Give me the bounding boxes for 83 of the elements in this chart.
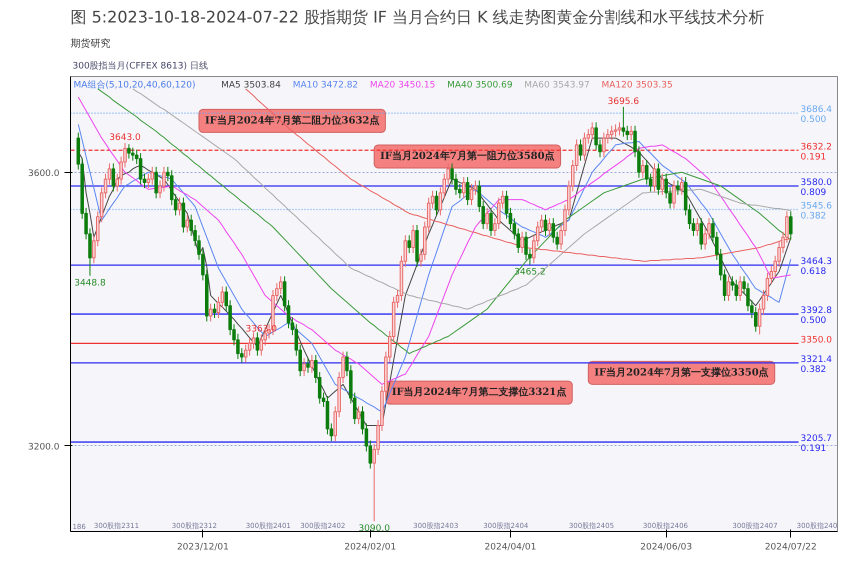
candlestick <box>548 218 552 236</box>
text: 300股指当月(CFFEX 8613) 日线 <box>72 60 208 72</box>
candlestick <box>582 132 586 162</box>
candlestick <box>734 279 738 302</box>
candlestick <box>610 125 614 141</box>
x-tick-label: 2024/07/22 <box>764 542 817 552</box>
candlestick <box>660 173 664 196</box>
candlestick <box>699 218 703 250</box>
y-tick-label: 3200.0 <box>28 442 60 452</box>
candlestick <box>738 276 742 302</box>
candlestick <box>256 332 260 356</box>
candlestick <box>676 180 680 196</box>
candlestick <box>652 162 656 192</box>
y-tick-label: 3600.0 <box>28 168 60 179</box>
ref-line-label: 3205.7 0.191 <box>800 434 832 454</box>
candlestick <box>131 147 135 162</box>
candlestick <box>411 224 415 254</box>
candlestick <box>434 190 438 216</box>
candlestick <box>680 176 684 196</box>
annotation: 3448.8 <box>74 278 106 289</box>
candlestick <box>138 152 142 186</box>
annotation: IF当月2024年7月第二支撑位3321点 <box>392 386 566 398</box>
ref-line-label: 3632.2 0.191 <box>800 142 832 162</box>
text: MA120 3503.35 <box>602 80 673 90</box>
candlestick <box>302 358 306 377</box>
candlestick <box>150 166 154 186</box>
ref-line-label: 3580.0 0.809 <box>800 178 832 198</box>
candlestick <box>602 132 606 158</box>
x-tick-label: 2024/04/01 <box>484 542 536 552</box>
candlestick <box>306 358 310 374</box>
candlestick <box>578 138 582 162</box>
candlestick <box>520 231 524 254</box>
chart-subtitle: 期货研究 <box>70 38 110 50</box>
candlestick <box>407 234 411 254</box>
candlestick <box>656 162 660 196</box>
ref-line-label: 3350.0 <box>800 335 832 346</box>
ref-line-label: 3321.4 0.382 <box>800 354 832 375</box>
candlestick <box>208 303 212 322</box>
candlestick <box>182 197 186 233</box>
text: MA10 3472.82 <box>292 80 358 90</box>
candlestick <box>310 354 314 374</box>
x-tick-label: 2024/06/03 <box>640 542 692 552</box>
ref-line-label: 3392.8 0.500 <box>800 306 832 326</box>
text: MA20 3450.15 <box>370 80 436 90</box>
candlestick <box>696 218 700 236</box>
candlestick <box>154 166 158 199</box>
text: MA5 3503.84 <box>221 80 282 90</box>
candlestick <box>524 231 528 260</box>
candlestick <box>672 180 676 210</box>
candlestick <box>622 106 626 138</box>
x-tick-label: 2024/02/01 <box>344 542 396 552</box>
candlestick <box>489 207 493 236</box>
annotation: IF当月2024年7月第一支撑位3350点 <box>594 366 769 378</box>
candlestick <box>127 144 131 160</box>
candlestick <box>462 176 466 199</box>
candlestick <box>470 183 474 206</box>
candlestick <box>212 303 216 319</box>
candlestick <box>178 197 182 216</box>
candlestick <box>641 159 645 178</box>
candlestick <box>466 176 470 206</box>
candlestick <box>629 125 633 141</box>
candlestick <box>618 122 622 136</box>
candlestick <box>614 124 618 138</box>
candlestick <box>146 173 150 189</box>
annotation: 3643.0 <box>109 132 142 143</box>
annotation: IF当月2024年7月第一阻力位3580点 <box>380 150 555 162</box>
candlestick <box>485 207 489 230</box>
ref-line-label: 3464.3 0.618 <box>800 257 832 278</box>
chart-title: 图 5:2023-10-18-2024-07-22 股指期货 IF 当月合约日 K 线走势图黄金分割线和水平线技术分析 <box>70 8 765 26</box>
ref-line-label: 3545.6 0.382 <box>800 202 832 222</box>
candlestick <box>356 406 360 425</box>
candlestick <box>186 214 190 233</box>
x-tick-label: 2023/12/01 <box>176 542 229 552</box>
candlestick <box>590 122 594 141</box>
candlestick <box>112 162 116 192</box>
annotation: 3695.6 <box>608 96 640 107</box>
candlestick <box>544 214 548 236</box>
text: MA40 3500.69 <box>447 80 513 90</box>
candlestick <box>726 276 730 302</box>
ref-line-label: 3686.4 0.500 <box>800 105 832 126</box>
legend-title: MA组合(5,10,20,40,60,120) <box>74 79 196 90</box>
candlestick <box>789 210 793 240</box>
text: MA60 3543.97 <box>524 80 590 90</box>
